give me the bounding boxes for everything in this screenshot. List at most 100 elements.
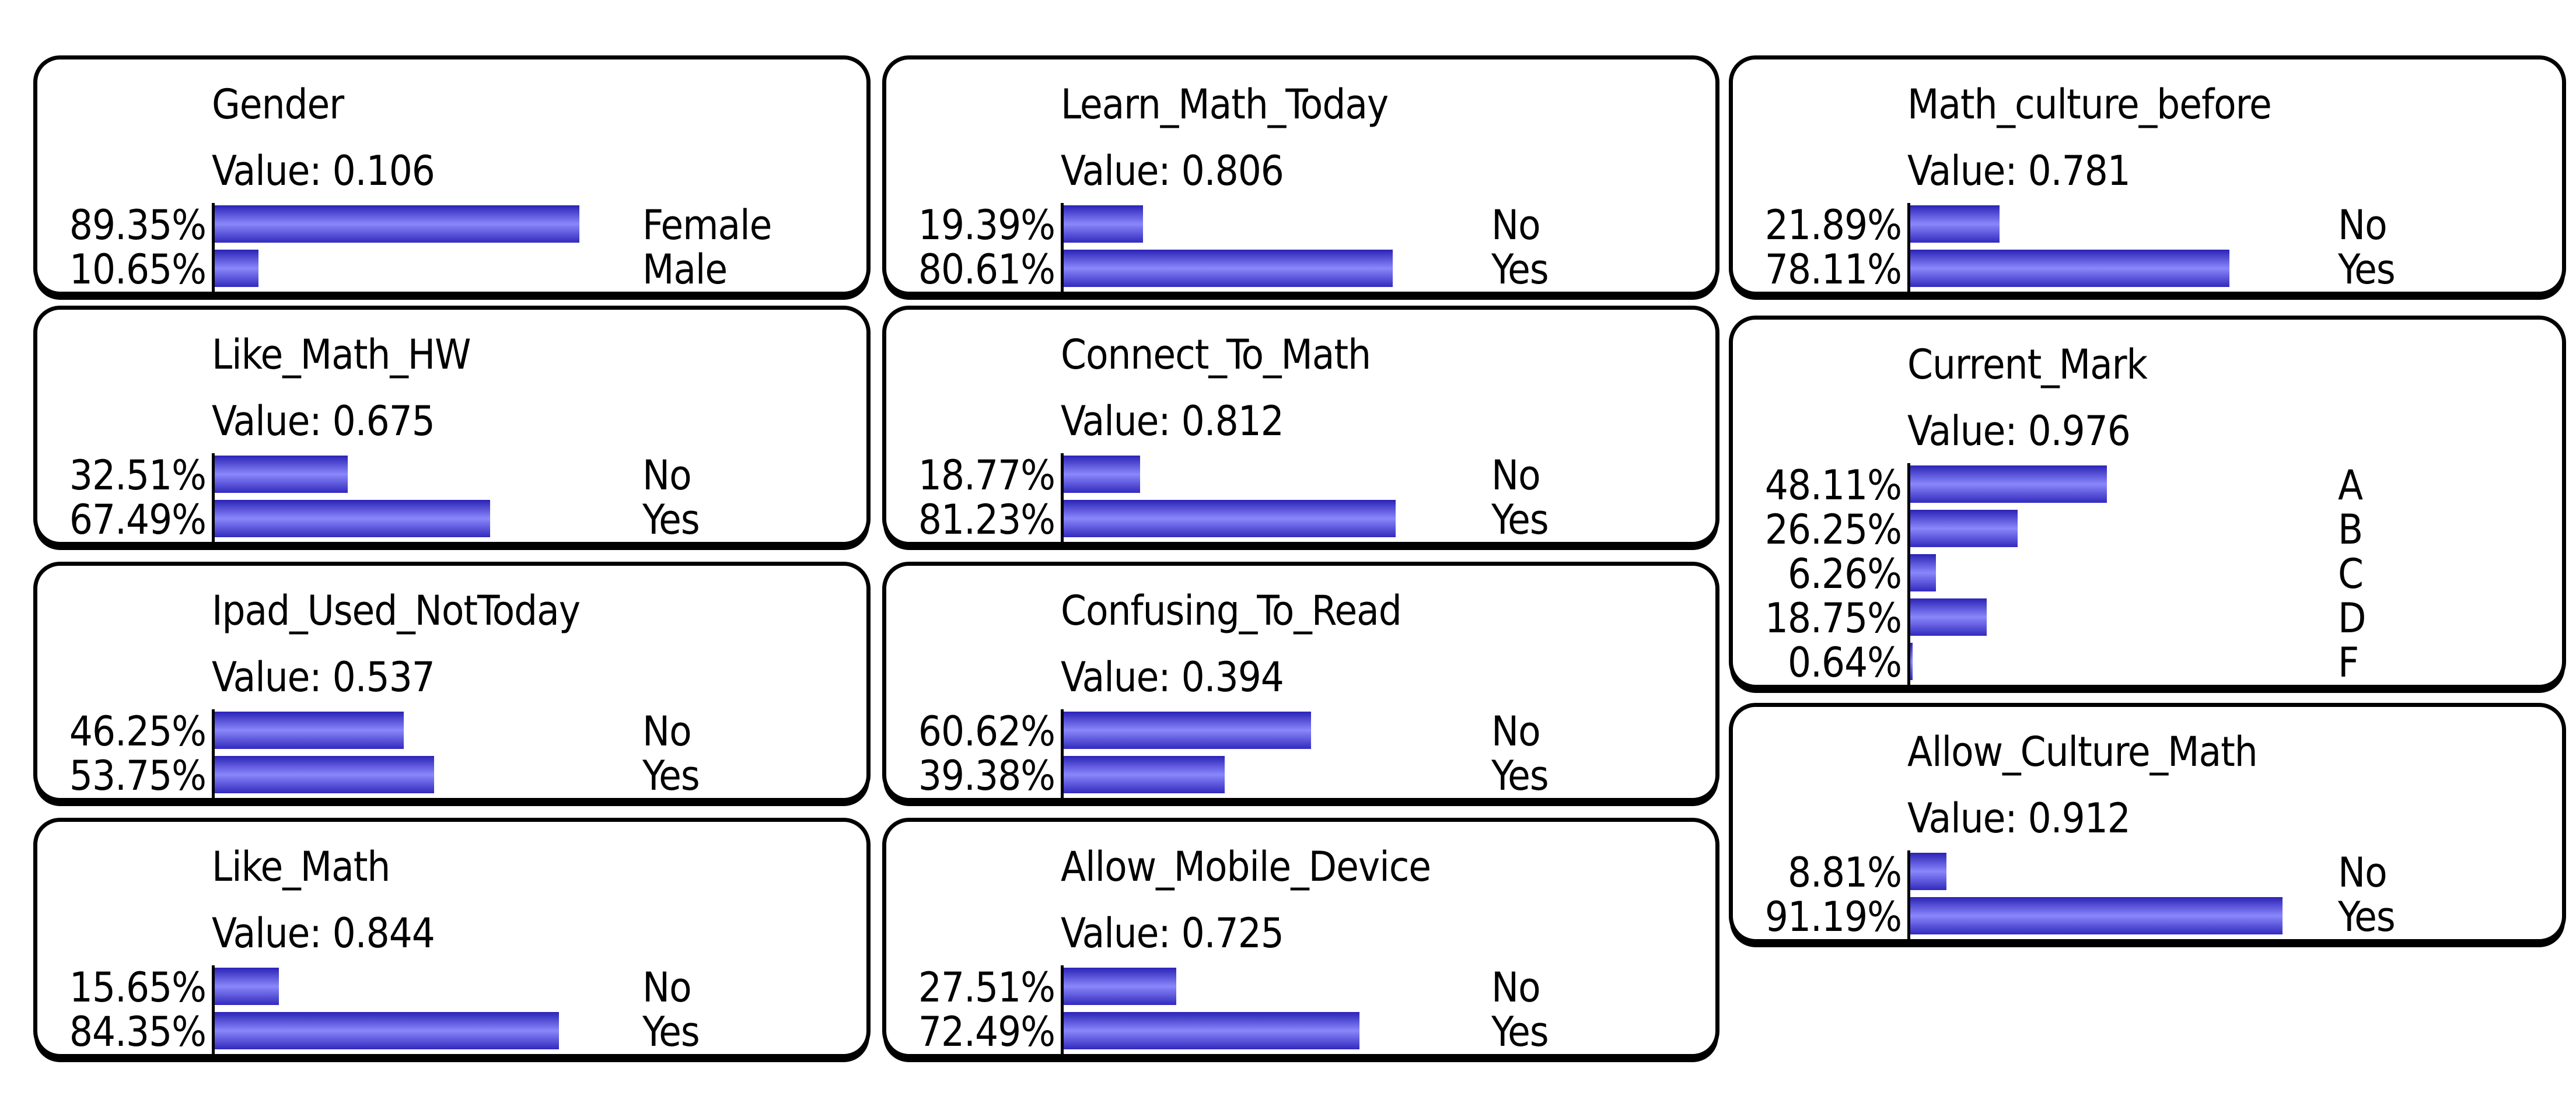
probability-bar[interactable]	[215, 968, 279, 1005]
node-value: Value: 0.537	[212, 653, 435, 701]
probability-bar[interactable]	[1064, 712, 1311, 749]
panel-allow-culture-math[interactable]: Allow_Culture_Math Value: 0.912 8.81% No 91.…	[1729, 703, 2566, 947]
probability-bar[interactable]	[1910, 853, 1946, 890]
panel-ipad-used-nottoday[interactable]: Ipad_Used_NotToday Value: 0.537 46.25% No 53…	[33, 562, 871, 806]
panel-allow-mobile-device[interactable]: Allow_Mobile_Device Value: 0.725 27.51% No 7…	[882, 818, 1719, 1062]
bars-axis-block: 8.81% No 91.19% Yes	[1765, 850, 2396, 947]
bar-row-yes: 39.38% Yes	[918, 754, 1549, 798]
probability-bar[interactable]	[1064, 205, 1143, 243]
probability-bar[interactable]	[1910, 643, 1913, 680]
percent-label: 27.51%	[918, 964, 1055, 1011]
probability-bar[interactable]	[215, 1012, 559, 1049]
node-value: Value: 0.394	[1061, 653, 1284, 701]
probability-bar[interactable]	[1910, 250, 2229, 287]
percent-label: 18.77%	[918, 451, 1055, 499]
probability-bar[interactable]	[1064, 756, 1225, 793]
state-label: Yes	[1491, 496, 1549, 544]
panel-gender[interactable]: Gender Value: 0.106 89.35% Female 10.65% Male	[33, 55, 871, 299]
node-value: Value: 0.725	[1061, 909, 1284, 957]
bars-axis-block: 19.39% No 80.61% Yes	[918, 203, 1549, 299]
x-axis-line	[1061, 292, 1472, 297]
bar-row-no: 46.25% No	[69, 709, 692, 754]
probability-bar[interactable]	[1910, 205, 2000, 243]
percent-label: 60.62%	[918, 708, 1055, 755]
percent-label: 89.35%	[69, 201, 207, 249]
panel-confusing-to-read[interactable]: Confusing_To_Read Value: 0.394 60.62% No 39.…	[882, 562, 1719, 806]
probability-bar[interactable]	[1064, 500, 1396, 537]
probability-bar[interactable]	[1910, 465, 2107, 503]
state-label: C	[2338, 550, 2364, 598]
state-label: No	[642, 708, 692, 755]
panel-math-culture-before[interactable]: Math_culture_before Value: 0.781 21.89% No 7…	[1729, 55, 2566, 299]
x-axis-line	[1061, 798, 1472, 803]
node-value: Value: 0.912	[1907, 794, 2131, 842]
node-value: Value: 0.781	[1907, 147, 2131, 195]
bar-row-yes: 53.75% Yes	[69, 754, 700, 798]
panel-like-math-hw[interactable]: Like_Math_HW Value: 0.675 32.51% No 67.49% Ye…	[33, 306, 871, 549]
probability-bar[interactable]	[1064, 250, 1393, 287]
state-label: Yes	[642, 752, 700, 800]
bar-row-c: 6.26% C	[1788, 552, 2364, 596]
node-title: Like_Math_HW	[212, 331, 471, 379]
state-label: No	[1491, 201, 1541, 249]
probability-bar[interactable]	[1064, 1012, 1359, 1049]
state-label: No	[2338, 201, 2388, 249]
probability-bar[interactable]	[215, 250, 258, 287]
panel-current-mark[interactable]: Current_Mark Value: 0.976 48.11% A 26.25% B 6.…	[1729, 316, 2566, 692]
percent-label: 48.11%	[1764, 461, 1902, 509]
node-value: Value: 0.812	[1061, 397, 1284, 445]
probability-bar[interactable]	[215, 205, 579, 243]
percent-label: 78.11%	[1764, 246, 1902, 293]
x-axis-line	[1907, 685, 2319, 690]
probability-bar[interactable]	[215, 500, 490, 537]
state-label: Female	[642, 201, 772, 249]
panel-like-math[interactable]: Like_Math Value: 0.844 15.65% No 84.35% Yes	[33, 818, 871, 1062]
probability-bar[interactable]	[1910, 554, 1936, 591]
bar-row-d: 18.75% D	[1765, 596, 2367, 640]
bars-axis-block: 32.51% No 67.49% Yes	[69, 453, 700, 549]
x-axis-line	[212, 1054, 623, 1059]
percent-label: 67.49%	[69, 496, 207, 544]
node-title: Current_Mark	[1907, 341, 2148, 388]
bar-row-yes: 78.11% Yes	[1765, 247, 2396, 292]
bars-axis-block: 48.11% A 26.25% B 6.26% C 18.75% D 0.64% F	[1765, 463, 2367, 692]
probability-bar[interactable]	[1064, 456, 1140, 493]
percent-label: 21.89%	[1764, 201, 1902, 249]
panel-learn-math-today[interactable]: Learn_Math_Today Value: 0.806 19.39% No 80.6…	[882, 55, 1719, 299]
state-label: Yes	[1491, 246, 1549, 293]
bar-row-no: 21.89% No	[1765, 203, 2388, 247]
probability-bar[interactable]	[215, 712, 404, 749]
bar-row-no: 18.77% No	[918, 453, 1541, 498]
percent-label: 18.75%	[1764, 594, 1902, 642]
percent-label: 10.65%	[69, 246, 207, 293]
probability-bar[interactable]	[215, 756, 434, 793]
percent-label: 53.75%	[69, 752, 207, 800]
x-axis-line	[1061, 542, 1472, 547]
percent-label: 8.81%	[1787, 849, 1902, 897]
percent-label: 84.35%	[69, 1008, 207, 1056]
percent-label: 26.25%	[1764, 506, 1902, 554]
state-label: No	[1491, 708, 1541, 755]
bar-row-no: 27.51% No	[918, 965, 1541, 1010]
probability-bar[interactable]	[1910, 598, 1987, 636]
probability-bar[interactable]	[215, 456, 348, 493]
bar-row-male: 10.65% Male	[69, 247, 728, 292]
bar-row-yes: 81.23% Yes	[918, 498, 1549, 542]
bar-row-yes: 72.49% Yes	[918, 1010, 1549, 1054]
panel-connect-to-math[interactable]: Connect_To_Math Value: 0.812 18.77% No 81.23…	[882, 306, 1719, 549]
probability-bar[interactable]	[1910, 510, 2018, 547]
probability-bar[interactable]	[1064, 968, 1176, 1005]
state-label: No	[642, 451, 692, 499]
node-value: Value: 0.806	[1061, 147, 1284, 195]
state-label: Male	[642, 246, 728, 293]
state-label: Yes	[2338, 246, 2396, 293]
node-value: Value: 0.675	[212, 397, 435, 445]
probability-bar[interactable]	[1910, 897, 2283, 934]
state-label: No	[1491, 964, 1541, 1011]
bar-row-a: 48.11% A	[1765, 463, 2363, 507]
bar-row-no: 60.62% No	[918, 709, 1541, 754]
node-title: Allow_Culture_Math	[1907, 728, 2258, 776]
state-label: Yes	[2338, 893, 2396, 941]
state-label: No	[642, 964, 692, 1011]
